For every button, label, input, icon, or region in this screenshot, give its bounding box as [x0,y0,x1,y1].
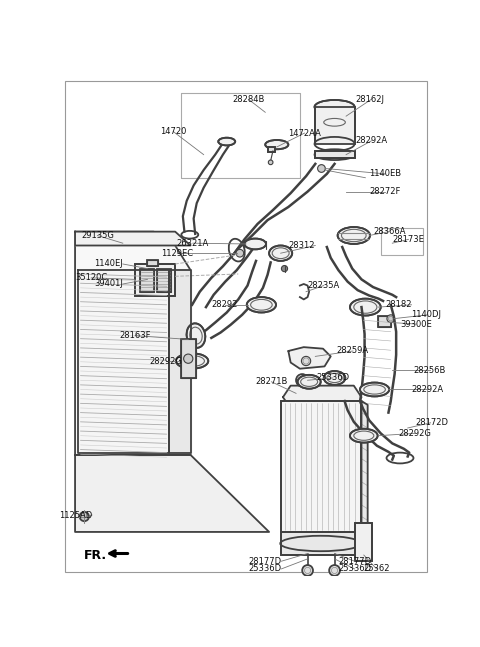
Text: 39300E: 39300E [400,320,432,329]
Bar [281,401,361,532]
Circle shape [302,565,313,576]
Ellipse shape [314,100,355,114]
Text: 28271B: 28271B [255,377,288,386]
Bar [180,340,196,378]
Circle shape [387,315,395,322]
Text: 1125AD: 1125AD [59,510,92,520]
Polygon shape [169,270,191,454]
Text: 28163F: 28163F [119,331,150,340]
Bar [281,532,361,555]
Circle shape [329,565,340,576]
Ellipse shape [187,324,205,348]
Polygon shape [78,270,169,454]
Text: 28284B: 28284B [232,94,264,104]
Text: 28182: 28182 [385,300,411,309]
Text: 28272F: 28272F [369,187,401,196]
Polygon shape [283,386,361,405]
Ellipse shape [247,297,276,313]
Bar [378,316,391,327]
Text: 28292A: 28292A [355,137,387,146]
Circle shape [184,354,193,364]
Bar [267,147,275,152]
Text: 1140EB: 1140EB [369,170,401,179]
Ellipse shape [218,138,235,146]
Bar [180,340,196,378]
Text: 28235A: 28235A [308,281,340,290]
Text: 28177D: 28177D [338,556,372,565]
Bar [147,260,158,267]
Text: 28177D: 28177D [248,556,281,565]
Ellipse shape [244,239,266,249]
Text: FR.: FR. [84,549,108,562]
Bar [378,316,391,327]
Bar [140,269,154,292]
Bar [281,532,361,555]
Polygon shape [361,401,368,536]
Text: 25336D: 25336D [338,564,372,573]
Text: 28292G: 28292G [398,429,432,438]
Ellipse shape [350,429,378,443]
Bar [147,260,158,267]
Text: 28172D: 28172D [415,418,448,427]
Text: 28366A: 28366A [373,227,406,236]
Bar [140,269,154,292]
Bar [381,228,423,255]
Bar [314,107,355,144]
Text: 28173E: 28173E [392,235,424,244]
Bar [135,264,175,296]
Text: 28292A: 28292A [411,385,444,394]
Text: 1140EJ: 1140EJ [94,259,123,269]
Polygon shape [75,232,191,245]
Ellipse shape [324,371,345,385]
Text: 28162J: 28162J [355,94,384,104]
Ellipse shape [360,382,389,397]
Text: 1140DJ: 1140DJ [411,311,442,320]
Ellipse shape [176,353,208,369]
Circle shape [318,164,325,172]
Ellipse shape [269,245,292,261]
Ellipse shape [298,375,321,389]
Bar [314,151,355,159]
Text: 14720: 14720 [160,127,186,136]
Circle shape [236,249,244,257]
Polygon shape [75,232,191,455]
Bar [355,523,372,561]
Polygon shape [288,347,331,369]
Bar [314,151,355,159]
Bar [281,401,361,532]
Text: 1129EC: 1129EC [161,248,193,258]
Text: 25336D: 25336D [317,373,350,382]
Circle shape [281,265,288,272]
Polygon shape [75,455,269,532]
Text: 28292G: 28292G [150,356,182,366]
Text: 1472AA: 1472AA [288,129,321,138]
Ellipse shape [265,140,288,149]
Text: 28259A: 28259A [337,347,369,355]
Circle shape [80,512,89,521]
Ellipse shape [337,227,370,244]
Text: 39401J: 39401J [94,280,123,289]
Bar [267,147,275,152]
Text: 28292: 28292 [211,300,238,309]
Text: 25362: 25362 [363,564,390,573]
Bar [180,93,300,178]
Ellipse shape [350,299,381,316]
Circle shape [268,160,273,164]
Circle shape [301,356,311,366]
Text: 25336D: 25336D [248,564,281,573]
Text: 35120C: 35120C [75,273,108,282]
Bar [156,269,170,292]
Text: 28256B: 28256B [414,366,446,375]
Bar [135,264,175,296]
Circle shape [299,377,305,383]
Bar [355,523,372,561]
Text: 26321A: 26321A [177,239,209,248]
Text: 29135G: 29135G [81,231,114,240]
Bar [156,269,170,292]
Text: 28312: 28312 [289,241,315,250]
